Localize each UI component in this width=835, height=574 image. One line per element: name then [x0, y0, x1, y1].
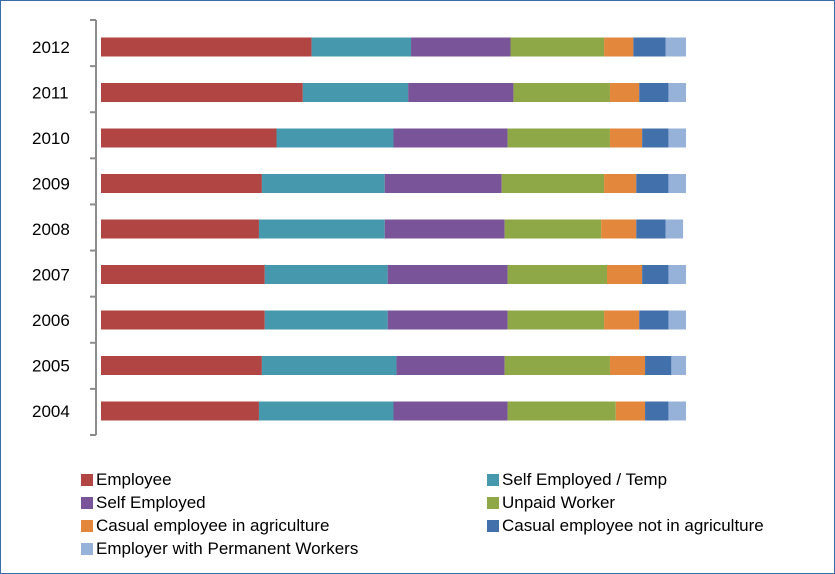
legend-entry: Employer with Permanent Workers — [81, 538, 487, 560]
category-tick-label: 2009 — [32, 175, 70, 194]
bar-segment — [101, 265, 265, 284]
stacked-bar-chart: 2012 2011 2010 2009 2008 2007 2006 2005 2004 — [32, 19, 687, 436]
legend-label: Self Employed — [96, 493, 206, 512]
legend-entry: Self Employed — [81, 492, 487, 514]
legend-swatch — [487, 520, 499, 532]
bar-segment — [302, 83, 409, 102]
category-tick-label: 2004 — [32, 402, 70, 421]
bars — [101, 37, 687, 421]
category-tick-label: 2011 — [32, 84, 69, 103]
bar-segment — [609, 128, 643, 148]
bar-segment — [668, 174, 686, 193]
legend-label: Casual employee in agriculture — [96, 516, 330, 535]
bar-segment — [101, 219, 259, 239]
legend-entry: Casual employee not in agriculture — [487, 515, 826, 537]
bar-segment — [601, 219, 637, 239]
bar-segment — [101, 310, 265, 330]
category-tick-label: 2008 — [32, 220, 70, 239]
bar-segment — [384, 219, 505, 239]
bar-segment — [101, 401, 259, 421]
category-tick-label: 2007 — [32, 266, 70, 285]
bar-segment — [396, 356, 505, 375]
bar-segment — [645, 356, 672, 375]
bar-segment — [276, 128, 394, 148]
bar-segment — [665, 219, 684, 239]
legend-entry: Casual employee in agriculture — [81, 515, 487, 537]
category-tick-label: 2010 — [32, 129, 70, 148]
bar-segment — [504, 219, 602, 239]
bar-segment — [507, 265, 608, 284]
bar-segment — [607, 265, 643, 284]
legend-swatch — [81, 474, 93, 486]
bar-segment — [411, 37, 511, 57]
legend-swatch — [81, 497, 93, 509]
bar-segment — [609, 83, 640, 102]
bar-segment — [604, 37, 634, 57]
bar-segment — [615, 401, 646, 421]
bar-segment — [507, 128, 610, 148]
bar-segment — [393, 128, 508, 148]
bar-segment — [387, 310, 508, 330]
bar-segment — [258, 401, 394, 421]
legend-entry: Self Employed / Temp — [487, 469, 826, 491]
bar-segment — [645, 401, 669, 421]
bar-segment — [636, 174, 669, 193]
category-tick-label: 2005 — [32, 357, 70, 376]
bar-segment — [101, 128, 277, 148]
bar-segment — [507, 401, 616, 421]
bar-segment — [510, 37, 605, 57]
legend: Employee Self Employed / Temp Self Employe… — [81, 469, 826, 560]
bar-segment — [642, 128, 669, 148]
legend-swatch — [81, 520, 93, 532]
bar-segment — [408, 83, 514, 102]
legend-label: Self Employed / Temp — [502, 470, 668, 489]
bar-segment — [101, 83, 303, 102]
bar-segment — [501, 174, 605, 193]
category-axis — [90, 19, 97, 436]
bar-segment — [507, 310, 605, 330]
bar-segment — [264, 265, 388, 284]
legend-swatch — [487, 474, 499, 486]
bar-segment — [258, 219, 385, 239]
bar-segment — [668, 83, 686, 102]
bar-segment — [261, 356, 397, 375]
legend-label: Casual employee not in agriculture — [502, 516, 764, 535]
bar-segment — [639, 83, 669, 102]
bar-segment — [513, 83, 610, 102]
bar-segment — [633, 37, 666, 57]
bar-segment — [311, 37, 412, 57]
bar-segment — [393, 401, 508, 421]
bar-segment — [101, 174, 262, 193]
legend-swatch — [487, 497, 499, 509]
legend-entry: Employee — [81, 469, 487, 491]
category-tick-label: 2006 — [32, 311, 70, 330]
bar-segment — [609, 356, 646, 375]
bar-segment — [636, 219, 666, 239]
bar-segment — [668, 310, 686, 330]
bar-segment — [671, 356, 687, 375]
legend-label: Employee — [96, 470, 172, 489]
legend-swatch — [81, 543, 93, 555]
bar-segment — [604, 174, 637, 193]
bar-segment — [668, 128, 686, 148]
legend-label: Unpaid Worker — [502, 493, 616, 512]
bar-segment — [264, 310, 388, 330]
bar-segment — [101, 356, 262, 375]
bar-segment — [642, 265, 669, 284]
bar-segment — [101, 37, 312, 57]
bar-segment — [668, 265, 686, 284]
legend-entry: Unpaid Worker — [487, 492, 826, 514]
bar-segment — [668, 401, 686, 421]
bar-segment — [665, 37, 686, 57]
category-tick-label: 2012 — [32, 38, 70, 57]
bar-segment — [387, 265, 508, 284]
bar-segment — [639, 310, 669, 330]
bar-segment — [504, 356, 610, 375]
bar-segment — [604, 310, 640, 330]
bar-segment — [384, 174, 502, 193]
bar-segment — [261, 174, 385, 193]
legend-label: Employer with Permanent Workers — [96, 539, 359, 558]
category-axis-labels: 2012 2011 2010 2009 2008 2007 2006 2005 2004 — [32, 38, 70, 421]
